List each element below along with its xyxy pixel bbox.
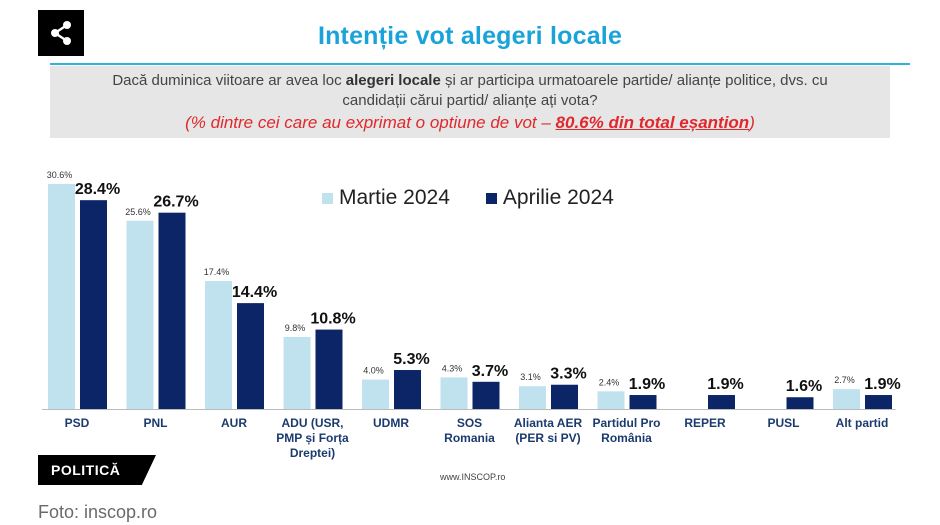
title-divider	[50, 63, 910, 65]
category-label-1: PNL	[144, 416, 168, 430]
category-label-5: SOS	[457, 416, 482, 430]
data-label-april-7: 1.9%	[629, 376, 665, 393]
data-label-april-1: 26.7%	[153, 194, 198, 211]
data-label-march-6: 3.1%	[520, 372, 541, 382]
bar-april-4	[394, 370, 421, 409]
photo-credit: Foto: inscop.ro	[38, 502, 158, 522]
data-label-march-5: 4.3%	[442, 363, 463, 373]
question-text: și ar participa urmatoarele partide/ ali…	[440, 72, 828, 89]
bar-march-4	[362, 379, 389, 409]
legend-label-march: Martie 2024	[339, 186, 450, 209]
category-label-2: AUR	[221, 416, 247, 430]
question-note: (% dintre cei care au exprimat o optiune…	[50, 113, 890, 133]
bar-march-0	[48, 184, 75, 409]
legend-item-april: Aprilie 2024	[485, 186, 614, 210]
category-label-9: PUSL	[767, 416, 799, 430]
category-label-5: Romania	[444, 431, 495, 445]
data-label-april-6: 3.3%	[550, 366, 586, 383]
category-label-4: UDMR	[373, 416, 409, 430]
data-label-march-7: 2.4%	[599, 377, 620, 387]
bar-april-1	[158, 212, 186, 409]
category-label-3: PMP și Forța	[276, 431, 349, 445]
data-label-march-4: 4.0%	[363, 366, 384, 376]
data-label-april-2: 14.4%	[232, 284, 277, 301]
data-label-march-1: 25.6%	[125, 207, 151, 217]
category-label-7: Partidul Pro	[592, 416, 660, 430]
legend-label-april: Aprilie 2024	[502, 186, 614, 209]
data-label-april-5: 3.7%	[472, 363, 508, 380]
share-icon	[51, 21, 71, 45]
question-box: Dacă duminica viitoare ar avea loc alege…	[50, 66, 890, 138]
data-label-march-2: 17.4%	[204, 267, 230, 277]
bar-march-6	[519, 386, 546, 409]
bar-april-8	[708, 395, 735, 409]
bar-april-0	[80, 200, 107, 409]
bar-march-3	[283, 336, 311, 409]
page-title: Intenție vot alegeri locale	[317, 22, 623, 50]
bar-march-7	[597, 391, 625, 409]
bar-march-10	[833, 389, 860, 409]
category-label-7: România	[601, 431, 652, 445]
bar-april-9	[786, 397, 814, 409]
data-label-march-0: 30.6%	[47, 170, 73, 180]
question-line-2: candidații cărui partid/ alianțe ați vot…	[342, 92, 598, 109]
data-label-march-3: 9.8%	[285, 323, 306, 333]
bar-april-7	[629, 395, 657, 409]
bar-april-2	[237, 303, 264, 409]
bar-march-2	[205, 281, 232, 409]
question-emphasis: alegeri locale	[345, 72, 441, 89]
data-label-april-8: 1.9%	[707, 376, 743, 393]
bar-april-6	[551, 384, 578, 409]
category-label-10: Alt partid	[836, 416, 889, 430]
bar-chart: 30.6%28.4% PSD 25.6%26.7% PNL 17.4%14.4% AUR 9…	[42, 170, 901, 460]
note-text: )	[749, 113, 755, 132]
data-label-april-10: 1.9%	[864, 376, 900, 393]
category-label-3: Dreptei)	[290, 446, 335, 460]
bar-march-1	[126, 220, 154, 409]
category-label-6: Alianta AER	[514, 416, 583, 430]
data-label-april-4: 5.3%	[393, 351, 429, 368]
category-tag[interactable]: POLITICĂ	[38, 455, 156, 485]
legend-item-march: Martie 2024	[322, 186, 450, 210]
category-label-8: REPER	[684, 416, 726, 430]
note-text: (% dintre cei care au exprimat o optiune…	[185, 113, 556, 132]
data-label-march-10: 2.7%	[834, 375, 855, 385]
bar-april-3	[315, 329, 343, 409]
bar-april-10	[865, 395, 892, 409]
legend-swatch-march	[322, 192, 333, 204]
bar-april-5	[472, 381, 500, 409]
chart-legend: Martie 2024 Aprilie 2024	[322, 186, 642, 210]
source-label: www.INSCOP.ro	[440, 472, 506, 482]
note-emphasis: 80.6% din total eșantion	[555, 113, 750, 132]
category-label-3: ADU (USR,	[282, 416, 344, 430]
data-label-april-0: 28.4%	[75, 181, 120, 198]
bar-march-5	[440, 377, 468, 409]
question-text: Dacă duminica viitoare ar avea loc	[112, 72, 346, 89]
data-label-april-3: 10.8%	[310, 311, 355, 328]
question-line-1: Dacă duminica viitoare ar avea loc alege…	[50, 72, 890, 89]
category-label-6: (PER si PV)	[515, 431, 580, 445]
category-label-0: PSD	[65, 416, 90, 430]
legend-swatch-april	[485, 192, 497, 204]
share-button[interactable]	[38, 10, 84, 56]
data-label-april-9: 1.6%	[786, 378, 822, 395]
